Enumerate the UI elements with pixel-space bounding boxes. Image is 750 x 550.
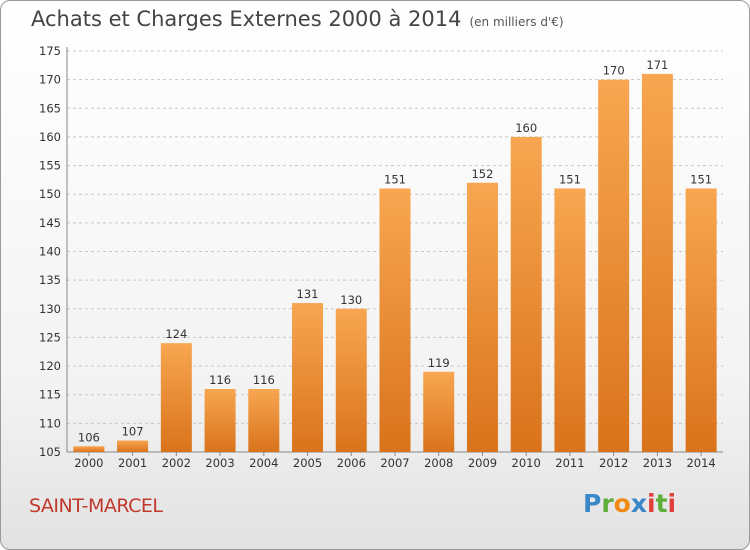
x-tick-label: 2008 [424, 456, 453, 470]
y-tick-label: 175 [39, 44, 61, 58]
y-tick-label: 155 [39, 159, 61, 173]
bar [685, 188, 717, 452]
x-tick-label: 2002 [162, 456, 191, 470]
bar [554, 188, 586, 452]
y-tick-label: 135 [39, 273, 61, 287]
bar [598, 79, 630, 453]
city-name: SAINT-MARCEL [29, 495, 163, 517]
bar [466, 182, 498, 452]
x-tick-label: 2003 [205, 456, 234, 470]
y-tick-label: 160 [39, 130, 61, 144]
data-label: 106 [78, 430, 100, 444]
data-label: 116 [253, 373, 275, 387]
bar [510, 136, 542, 452]
y-tick-label: 115 [39, 388, 61, 402]
proxiti-logo: Proxiti [583, 489, 677, 518]
data-label: 107 [122, 425, 144, 439]
data-label: 130 [340, 293, 362, 307]
data-label: 151 [384, 172, 406, 186]
x-tick-label: 2004 [249, 456, 278, 470]
x-tick-label: 2001 [118, 456, 147, 470]
bar [160, 343, 192, 452]
y-tick-label: 130 [39, 302, 61, 316]
x-tick-label: 2000 [74, 456, 103, 470]
bar [379, 188, 411, 452]
x-tick-label: 2013 [643, 456, 672, 470]
y-tick-label: 120 [39, 359, 61, 373]
chart-title-text: Achats et Charges Externes 2000 à 2014 [31, 7, 462, 31]
data-label: 116 [209, 373, 231, 387]
y-tick-label: 140 [39, 245, 61, 259]
bar [423, 371, 455, 452]
y-tick-label: 145 [39, 216, 61, 230]
chart-unit: (en milliers d'€) [469, 15, 564, 29]
bar [248, 388, 280, 452]
y-tick-label: 165 [39, 101, 61, 115]
x-tick-label: 2006 [337, 456, 366, 470]
x-tick-label: 2010 [512, 456, 541, 470]
chart-title: Achats et Charges Externes 2000 à 2014 (e… [31, 7, 564, 31]
data-label: 160 [515, 121, 537, 135]
bar [117, 440, 149, 452]
data-label: 171 [646, 58, 668, 72]
x-tick-label: 2005 [293, 456, 322, 470]
data-label: 119 [428, 356, 450, 370]
bar [73, 446, 105, 452]
y-tick-label: 150 [39, 187, 61, 201]
bar [292, 303, 324, 452]
data-label: 170 [603, 64, 625, 78]
data-label: 152 [471, 167, 493, 181]
bar [641, 73, 673, 453]
data-label: 131 [297, 287, 319, 301]
data-label: 151 [690, 172, 712, 186]
x-tick-label: 2007 [380, 456, 409, 470]
bar [335, 308, 367, 452]
data-label: 151 [559, 172, 581, 186]
y-tick-label: 110 [39, 416, 61, 430]
x-tick-label: 2012 [599, 456, 628, 470]
y-tick-label: 105 [39, 445, 61, 459]
data-label: 124 [165, 327, 187, 341]
bar [204, 388, 236, 452]
y-tick-label: 125 [39, 330, 61, 344]
x-tick-label: 2014 [686, 456, 715, 470]
x-tick-label: 2011 [555, 456, 584, 470]
x-tick-label: 2009 [468, 456, 497, 470]
y-tick-label: 170 [39, 73, 61, 87]
